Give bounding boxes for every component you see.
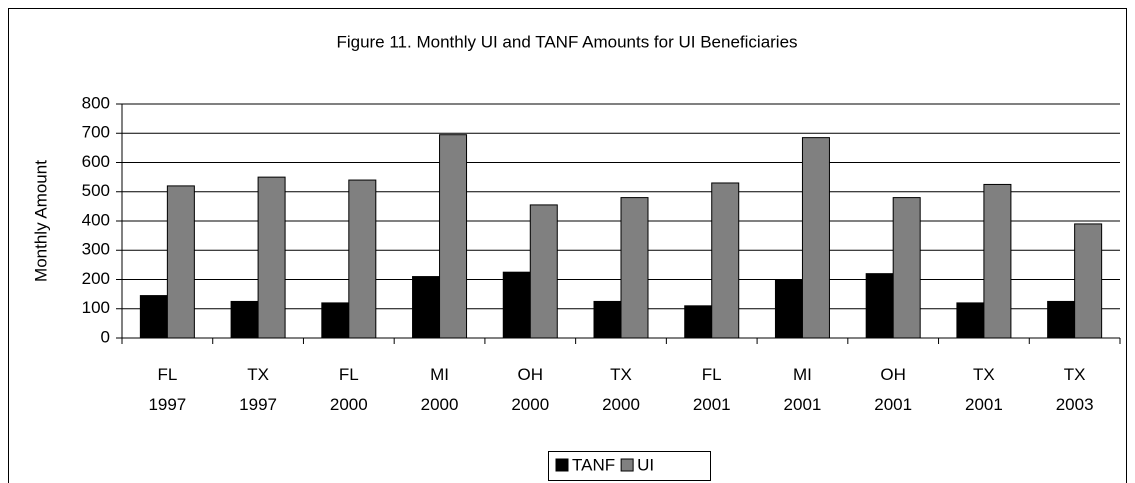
y-tick-label: 600 <box>82 152 110 171</box>
x-tick-label: TX 2001 <box>965 365 1003 414</box>
y-tick-label: 700 <box>82 123 110 142</box>
legend-label: UI <box>637 455 654 474</box>
bar <box>1047 300 1076 339</box>
bar <box>502 271 531 339</box>
legend-label: TANF <box>572 455 615 474</box>
y-tick-label: 100 <box>82 298 110 317</box>
bar <box>230 300 259 339</box>
bar <box>684 305 713 339</box>
x-tick-label: OH 2000 <box>511 365 549 414</box>
x-tick-label: MI 2000 <box>421 365 459 414</box>
bar <box>257 176 286 339</box>
x-tick-label: FL 2000 <box>330 365 368 414</box>
chart-title: Figure 11. Monthly UI and TANF Amounts f… <box>336 32 797 51</box>
y-axis-label: Monthly Amount <box>31 160 50 282</box>
bar <box>529 204 558 339</box>
bar <box>774 279 803 339</box>
legend-swatch <box>555 458 569 472</box>
bar <box>865 273 894 339</box>
bar <box>956 302 985 339</box>
bar <box>166 185 195 339</box>
bar <box>1074 223 1103 339</box>
bar <box>593 300 622 339</box>
x-tick-label: FL 2001 <box>693 365 731 414</box>
y-tick-label: 200 <box>82 269 110 288</box>
x-tick-label: MI 2001 <box>784 365 822 414</box>
x-tick-label: TX 2000 <box>602 365 640 414</box>
x-tick-label: TX 1997 <box>239 365 277 414</box>
y-tick-label: 800 <box>82 93 110 112</box>
y-tick-label: 300 <box>82 240 110 259</box>
x-tick-label: TX 2003 <box>1056 365 1094 414</box>
bar <box>892 197 921 339</box>
legend-swatch <box>620 458 634 472</box>
bar <box>139 295 168 339</box>
legend: TANF UI <box>548 451 711 481</box>
bar <box>801 137 830 339</box>
bar <box>412 276 441 339</box>
x-tick-label: OH 2001 <box>874 365 912 414</box>
y-tick-label: 500 <box>82 181 110 200</box>
x-tick-label: FL 1997 <box>148 365 186 414</box>
y-tick-label: 400 <box>82 210 110 229</box>
bar <box>348 179 377 339</box>
chart-frame <box>8 8 1127 483</box>
bar <box>439 134 468 339</box>
bar <box>620 197 649 339</box>
bar <box>983 183 1012 339</box>
bar <box>711 182 740 339</box>
bar <box>321 302 350 339</box>
y-tick-label: 0 <box>101 327 110 346</box>
